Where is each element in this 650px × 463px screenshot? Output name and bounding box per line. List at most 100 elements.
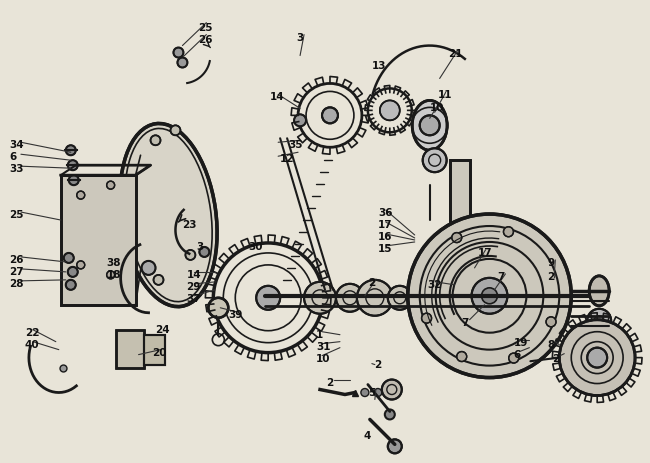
Circle shape bbox=[388, 439, 402, 453]
Text: 6: 6 bbox=[9, 152, 16, 162]
Text: 2: 2 bbox=[552, 354, 560, 363]
Bar bbox=[144, 335, 166, 364]
Text: 7: 7 bbox=[462, 318, 469, 328]
Text: 26: 26 bbox=[198, 35, 213, 44]
Text: 6: 6 bbox=[514, 350, 521, 360]
Circle shape bbox=[151, 135, 161, 145]
Ellipse shape bbox=[120, 124, 217, 307]
Circle shape bbox=[107, 181, 114, 189]
Text: 14: 14 bbox=[187, 270, 201, 280]
Circle shape bbox=[422, 148, 447, 172]
Text: 25: 25 bbox=[198, 23, 213, 32]
Text: 12: 12 bbox=[280, 154, 294, 164]
Circle shape bbox=[422, 313, 432, 323]
Circle shape bbox=[482, 288, 497, 304]
Circle shape bbox=[77, 261, 85, 269]
Text: 24: 24 bbox=[155, 325, 170, 335]
Text: 3: 3 bbox=[196, 242, 203, 252]
Bar bbox=[61, 175, 136, 305]
Circle shape bbox=[256, 286, 280, 310]
Circle shape bbox=[200, 247, 209, 257]
Text: 17: 17 bbox=[378, 220, 393, 230]
Circle shape bbox=[177, 57, 187, 68]
Circle shape bbox=[504, 227, 514, 237]
Circle shape bbox=[69, 175, 79, 185]
Circle shape bbox=[64, 253, 73, 263]
Circle shape bbox=[357, 280, 393, 316]
Text: 14: 14 bbox=[270, 93, 285, 102]
Text: 19: 19 bbox=[514, 338, 528, 348]
Text: 5: 5 bbox=[368, 388, 375, 398]
Circle shape bbox=[68, 267, 78, 277]
Circle shape bbox=[382, 380, 402, 400]
Text: 2: 2 bbox=[374, 360, 381, 369]
Text: 38: 38 bbox=[107, 258, 121, 268]
Circle shape bbox=[361, 388, 369, 396]
Ellipse shape bbox=[412, 100, 447, 150]
Text: 20: 20 bbox=[153, 348, 167, 357]
Bar bbox=[116, 330, 144, 368]
Text: 28: 28 bbox=[9, 279, 23, 289]
Text: 2: 2 bbox=[547, 272, 554, 282]
Circle shape bbox=[185, 250, 196, 260]
Text: 8: 8 bbox=[547, 340, 554, 350]
Text: 22: 22 bbox=[25, 328, 40, 338]
Ellipse shape bbox=[589, 276, 609, 306]
Bar bbox=[144, 335, 166, 364]
Text: 34: 34 bbox=[9, 140, 23, 150]
Circle shape bbox=[68, 160, 78, 170]
Circle shape bbox=[77, 191, 85, 199]
Circle shape bbox=[209, 298, 228, 318]
Text: 27: 27 bbox=[9, 267, 23, 277]
Circle shape bbox=[587, 309, 611, 333]
Text: 3: 3 bbox=[296, 32, 304, 43]
Text: 23: 23 bbox=[183, 220, 197, 230]
Text: 39: 39 bbox=[228, 310, 242, 320]
Text: 21: 21 bbox=[448, 49, 462, 58]
Bar bbox=[450, 160, 469, 360]
Circle shape bbox=[66, 145, 76, 155]
Circle shape bbox=[380, 100, 400, 120]
Circle shape bbox=[153, 275, 164, 285]
Bar bbox=[116, 330, 144, 368]
Circle shape bbox=[587, 348, 607, 368]
Text: 7: 7 bbox=[497, 272, 505, 282]
Circle shape bbox=[408, 214, 571, 377]
Text: 26: 26 bbox=[9, 255, 23, 265]
Text: 15: 15 bbox=[378, 244, 393, 254]
Bar bbox=[61, 175, 136, 305]
Text: 30: 30 bbox=[248, 242, 263, 252]
Circle shape bbox=[336, 284, 364, 312]
Text: 40: 40 bbox=[25, 340, 40, 350]
Circle shape bbox=[374, 388, 382, 396]
Text: 1: 1 bbox=[316, 330, 323, 340]
Circle shape bbox=[142, 261, 155, 275]
Circle shape bbox=[66, 280, 76, 290]
Text: 10: 10 bbox=[316, 354, 331, 363]
Text: 16: 16 bbox=[378, 232, 393, 242]
Circle shape bbox=[174, 48, 183, 57]
Text: 33: 33 bbox=[9, 164, 23, 174]
Circle shape bbox=[509, 353, 519, 363]
Text: 2: 2 bbox=[368, 278, 375, 288]
Circle shape bbox=[420, 115, 439, 135]
Text: 35: 35 bbox=[288, 140, 303, 150]
Text: 31: 31 bbox=[316, 342, 331, 352]
Text: 18: 18 bbox=[107, 270, 121, 280]
Circle shape bbox=[559, 320, 635, 395]
Text: 32: 32 bbox=[428, 280, 442, 290]
Circle shape bbox=[322, 107, 338, 123]
Text: 25: 25 bbox=[9, 210, 23, 220]
Circle shape bbox=[304, 282, 336, 314]
Circle shape bbox=[294, 114, 306, 126]
Bar bbox=[450, 160, 469, 360]
Text: 2: 2 bbox=[326, 377, 333, 388]
Text: 13: 13 bbox=[372, 61, 386, 70]
Circle shape bbox=[471, 278, 508, 314]
Text: 29: 29 bbox=[187, 282, 201, 292]
Text: 37: 37 bbox=[187, 294, 201, 304]
Circle shape bbox=[546, 317, 556, 327]
Circle shape bbox=[170, 125, 181, 135]
Text: 4: 4 bbox=[364, 432, 371, 441]
Circle shape bbox=[107, 271, 114, 279]
